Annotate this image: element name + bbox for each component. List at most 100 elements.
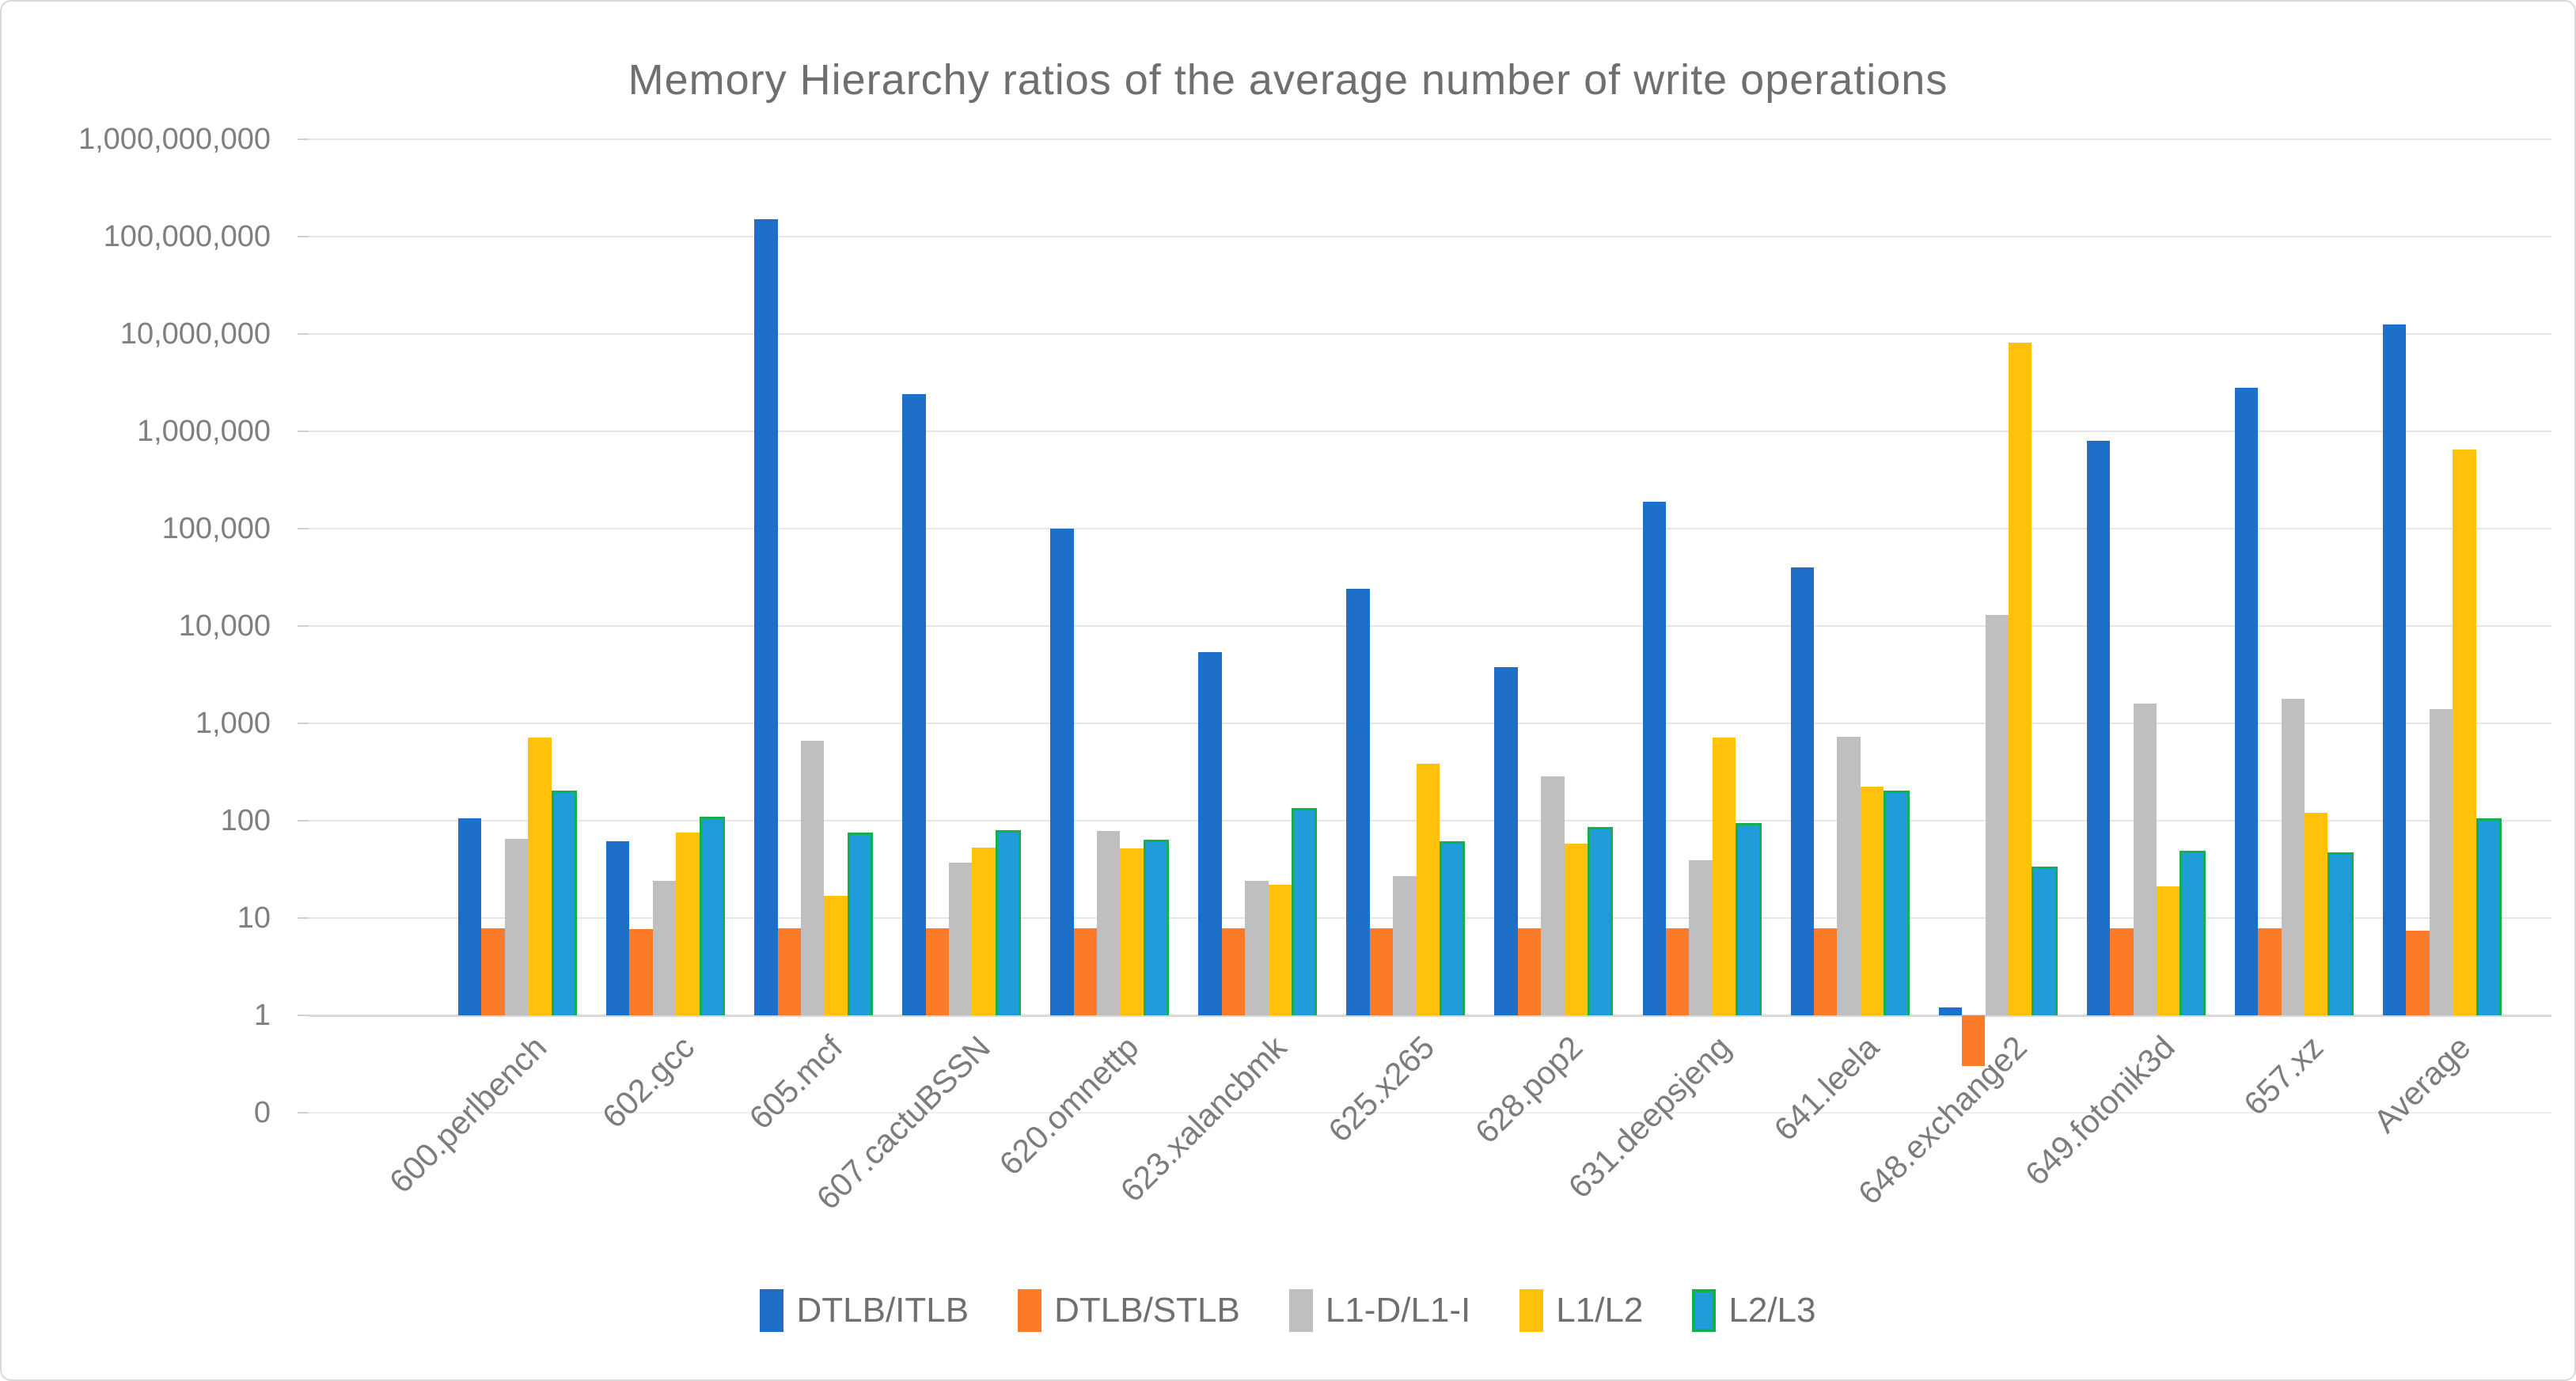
bar-dtlb-stlb [1665, 928, 1690, 1015]
bar-l1-d-l1-i [1097, 831, 1121, 1015]
y-axis-label: 10 [237, 901, 271, 935]
gridline [309, 723, 2551, 724]
x-axis-label: 657.xz [2236, 1029, 2330, 1122]
y-axis-label: 10,000,000 [120, 317, 271, 351]
bar-l2-l3 [2475, 818, 2502, 1015]
legend-swatch-icon [1018, 1289, 1042, 1332]
y-axis-label: 100,000,000 [103, 220, 271, 253]
bar-dtlb-itlb [1642, 501, 1666, 1015]
bar-dtlb-stlb [925, 928, 949, 1015]
legend-swatch-icon [1692, 1289, 1717, 1332]
gridline [309, 138, 2551, 140]
bar-l1-d-l1-i [504, 839, 529, 1015]
bar-l1-d-l1-i [1541, 776, 1565, 1015]
bar-l2-l3 [1440, 841, 1466, 1015]
bar-dtlb-stlb [2406, 931, 2430, 1015]
bar-l1-l2 [2305, 813, 2328, 1015]
x-axis-label: 605.mcf [742, 1029, 850, 1136]
legend-swatch-icon [1519, 1289, 1544, 1332]
axis-tick [298, 431, 309, 432]
bar-l2-l3 [847, 833, 874, 1015]
bar-l1-d-l1-i [949, 863, 973, 1015]
bar-l1-l2 [1564, 844, 1588, 1015]
bar-l1-l2 [2008, 342, 2032, 1015]
axis-tick [298, 528, 309, 529]
legend-item-dtlb-stlb: DTLB/STLB [1018, 1289, 1240, 1332]
bar-dtlb-stlb [1073, 928, 1098, 1015]
bar-dtlb-itlb [1494, 666, 1518, 1015]
axis-tick [298, 1015, 309, 1016]
bar-dtlb-stlb [481, 928, 505, 1015]
bar-l1-d-l1-i [2133, 703, 2157, 1015]
gridline [309, 1015, 2551, 1017]
bar-l2-l3 [995, 829, 1022, 1015]
bar-dtlb-stlb [1221, 928, 1246, 1015]
x-axis-label: 628.pop2 [1468, 1029, 1590, 1151]
bar-l1-d-l1-i [1985, 614, 2009, 1015]
bar-l2-l3 [1884, 790, 1910, 1015]
x-axis-label: 649.fotonik3d [2018, 1029, 2182, 1193]
legend: DTLB/ITLB DTLB/STLB L1-D/L1-I L1/L2 L2/L3 [2, 1279, 2574, 1342]
bar-l1-d-l1-i [2281, 698, 2305, 1015]
y-axis-label: 1 [253, 999, 271, 1032]
bar-dtlb-itlb [2382, 324, 2407, 1015]
bar-dtlb-stlb [777, 928, 801, 1015]
bar-dtlb-stlb [2258, 928, 2282, 1015]
legend-item-dtlb-itlb: DTLB/ITLB [760, 1289, 969, 1332]
bar-l1-l2 [824, 895, 848, 1015]
bar-l2-l3 [2180, 851, 2206, 1015]
bar-l1-d-l1-i [2429, 709, 2453, 1015]
bar-l1-l2 [1416, 763, 1440, 1015]
axis-tick [298, 236, 309, 237]
bar-dtlb-stlb [629, 928, 653, 1015]
axis-tick [298, 333, 309, 335]
x-axis-label: 600.perlbench [381, 1029, 554, 1201]
gridline [309, 236, 2551, 237]
bar-dtlb-itlb [1346, 589, 1370, 1015]
legend-label: L1-D/L1-I [1325, 1291, 1471, 1330]
bar-l1-d-l1-i [1689, 860, 1713, 1015]
bar-dtlb-itlb [1198, 651, 1222, 1015]
y-axis-label: 100 [220, 804, 271, 837]
y-axis-label: 100,000 [161, 512, 271, 545]
legend-label: DTLB/STLB [1054, 1291, 1240, 1330]
bar-l1-l2 [2453, 450, 2476, 1015]
bar-dtlb-stlb [1962, 1015, 1986, 1067]
bar-dtlb-itlb [2234, 387, 2259, 1015]
y-axis-label: 1,000 [195, 707, 271, 740]
bar-l2-l3 [1291, 807, 1318, 1015]
bar-l1-d-l1-i [800, 741, 825, 1015]
bar-dtlb-stlb [1814, 928, 1838, 1015]
bar-l1-d-l1-i [652, 881, 677, 1015]
bar-dtlb-stlb [2110, 928, 2134, 1015]
legend-item-l1-d-l1-i: L1-D/L1-I [1288, 1289, 1471, 1332]
gridline [309, 333, 2551, 335]
chart-title: Memory Hierarchy ratios of the average n… [628, 56, 1948, 104]
y-axis-label: 1,000,000,000 [78, 123, 271, 156]
bar-l1-d-l1-i [1393, 875, 1417, 1015]
bar-l1-l2 [1268, 884, 1292, 1015]
bar-l2-l3 [551, 790, 577, 1015]
x-axis-label: 620.omnettp [992, 1029, 1146, 1182]
legend-item-l1-l2: L1/L2 [1519, 1289, 1643, 1332]
bar-dtlb-stlb [1369, 928, 1394, 1015]
bar-l1-l2 [528, 738, 552, 1015]
legend-swatch-icon [760, 1289, 784, 1332]
x-axis-label: 625.x265 [1321, 1029, 1442, 1149]
bar-l2-l3 [1736, 822, 1762, 1015]
bar-l1-l2 [1120, 848, 1144, 1015]
gridline [309, 528, 2551, 529]
bar-l1-l2 [972, 847, 996, 1015]
legend-item-l2-l3: L2/L3 [1692, 1289, 1816, 1332]
legend-label: L2/L3 [1728, 1291, 1816, 1330]
axis-tick [298, 625, 309, 627]
bar-dtlb-itlb [902, 394, 926, 1015]
y-axis-label: 0 [253, 1096, 271, 1129]
bar-l2-l3 [1143, 839, 1170, 1015]
legend-label: DTLB/ITLB [796, 1291, 969, 1330]
axis-tick [298, 917, 309, 919]
bar-l2-l3 [2032, 866, 2058, 1015]
bar-dtlb-itlb [1050, 529, 1074, 1015]
gridline [309, 431, 2551, 432]
